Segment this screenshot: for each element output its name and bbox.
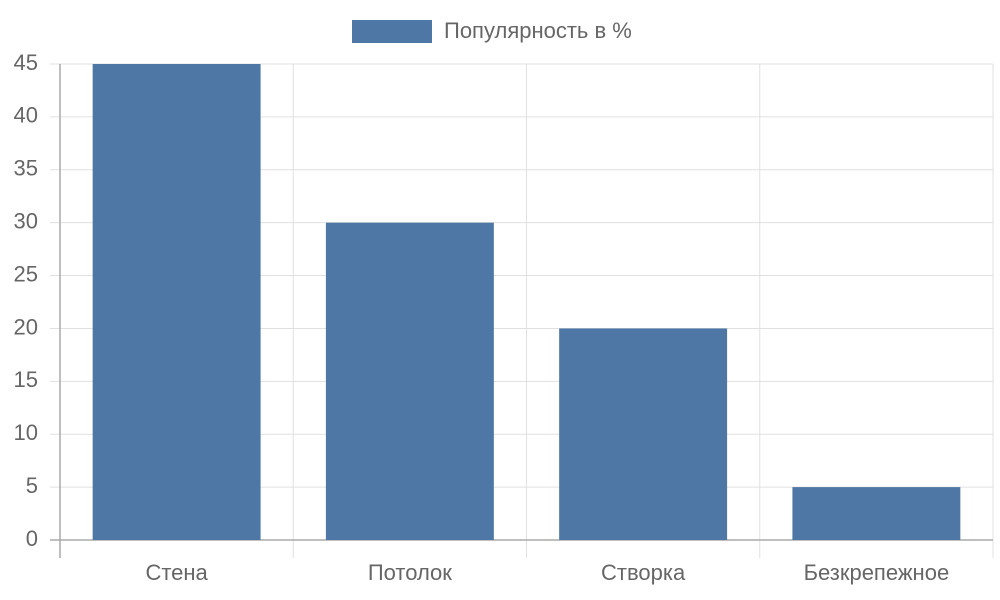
- y-tick-label: 40: [14, 103, 38, 128]
- x-tick-label: Стена: [145, 560, 208, 585]
- y-tick-label: 0: [26, 526, 38, 551]
- y-tick-label: 10: [14, 420, 38, 445]
- y-tick-label: 30: [14, 208, 38, 233]
- y-tick-label: 5: [26, 473, 38, 498]
- bar: [92, 64, 261, 540]
- x-tick-label: Створка: [601, 560, 686, 585]
- y-tick-label: 20: [14, 314, 38, 339]
- bar: [325, 222, 494, 540]
- y-tick-label: 15: [14, 367, 38, 392]
- y-tick-label: 45: [14, 50, 38, 75]
- bar: [559, 328, 728, 540]
- x-tick-label: Потолок: [368, 560, 452, 585]
- y-tick-label: 25: [14, 261, 38, 286]
- bar: [792, 487, 961, 540]
- legend-swatch: [352, 20, 432, 43]
- y-tick-label: 35: [14, 156, 38, 181]
- x-tick-label: Безкрепежное: [804, 560, 950, 585]
- legend-label: Популярность в %: [444, 18, 632, 43]
